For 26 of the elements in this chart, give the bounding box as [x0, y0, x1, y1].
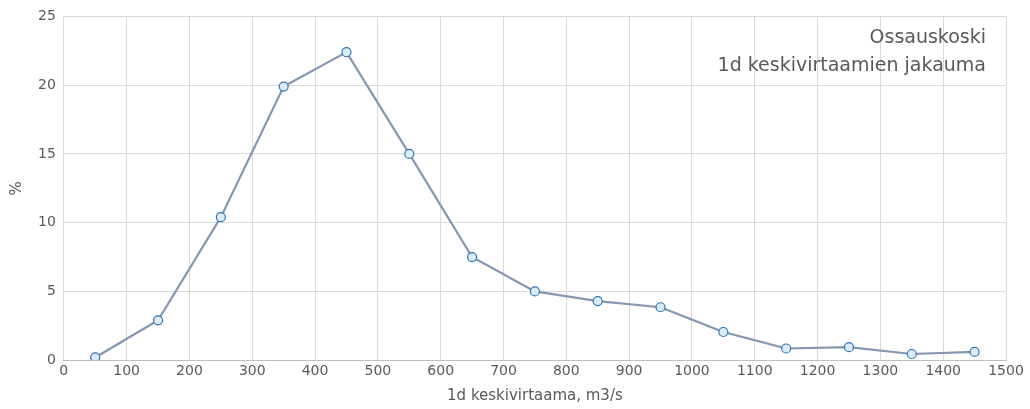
y-tick-label: 20: [37, 75, 56, 92]
x-tick-label: 1500: [988, 362, 1024, 379]
y-tick-label: 25: [37, 7, 56, 24]
x-tick-label: 700: [490, 362, 517, 379]
x-tick-label: 300: [238, 362, 266, 379]
x-tick-label: 1000: [674, 362, 710, 379]
x-tick-label: 800: [552, 362, 580, 379]
x-tick-label: 400: [301, 362, 329, 379]
y-tick-label: 0: [46, 350, 56, 367]
y-tick-label: 5: [46, 282, 56, 299]
x-tick-label: 1100: [736, 362, 773, 379]
x-tick-label: 600: [427, 362, 455, 379]
x-tick-label: 0: [59, 362, 69, 379]
x-tick-label: 900: [615, 362, 643, 379]
x-tick-label: 100: [113, 362, 140, 379]
x-tick-label: 1300: [862, 362, 899, 379]
x-tick-label: 1200: [799, 362, 836, 379]
y-tick-label: 10: [37, 213, 56, 230]
x-axis-title: 1d keskivirtaama, m3/s: [447, 385, 623, 404]
x-tick-label: 200: [176, 362, 203, 379]
text: 1d keskivirtaamien jakauma: [717, 52, 986, 75]
y-axis-title: %: [6, 181, 25, 196]
y-tick-label: 15: [37, 144, 56, 161]
x-tick-label: 1400: [925, 362, 962, 379]
text: Ossauskoski: [869, 24, 986, 47]
x-tick-label: 500: [364, 362, 392, 379]
